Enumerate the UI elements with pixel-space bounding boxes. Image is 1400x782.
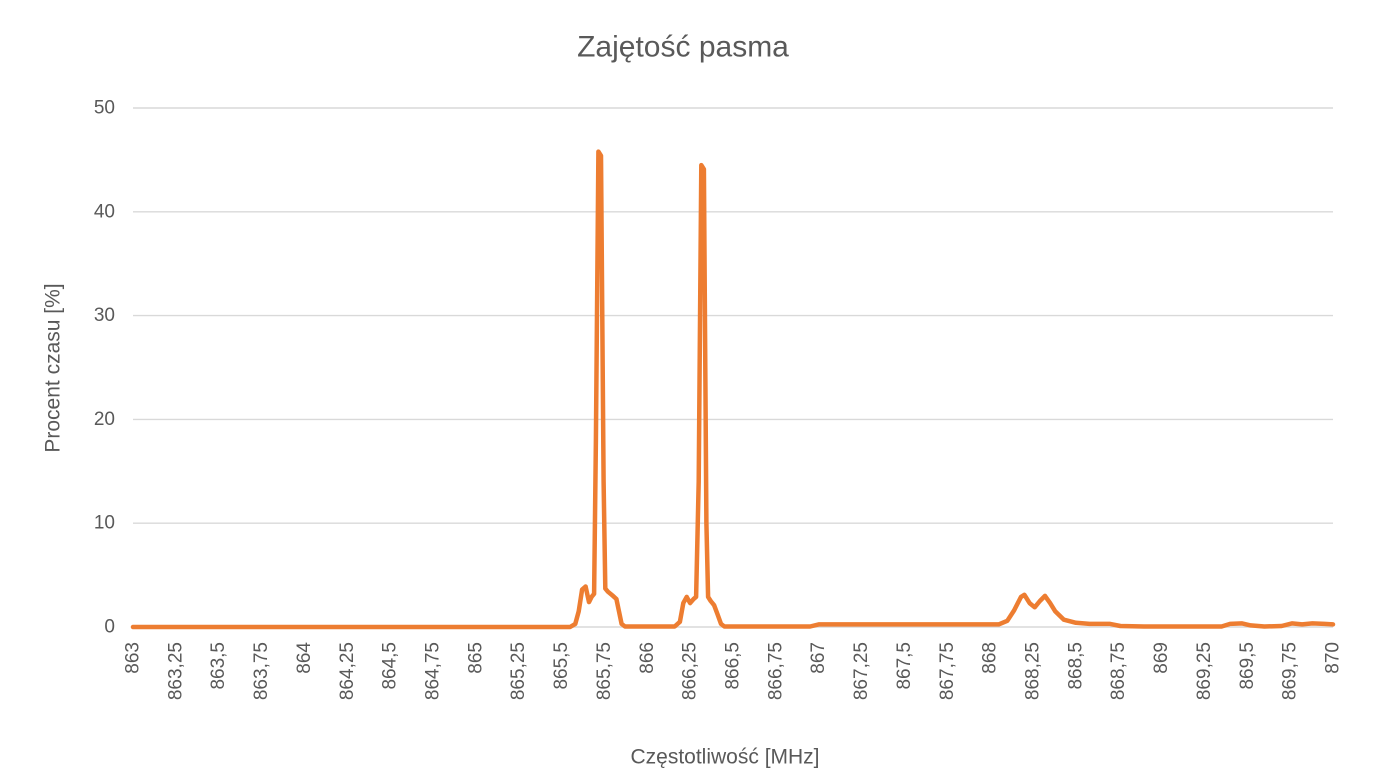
x-tick-label: 865,5 — [551, 642, 572, 690]
y-axis-title: Procent czasu [%] — [42, 283, 65, 452]
x-axis-tick-labels: 863 863,25 863,5 863,75 864 864,25 864,5 864,75… — [123, 642, 1344, 701]
x-tick-label: 867 — [808, 642, 829, 674]
occupancy-line-series — [130, 149, 1336, 630]
x-tick-label: 866,25 — [680, 642, 701, 700]
x-tick-label: 864,5 — [380, 642, 401, 690]
x-tick-label: 863,5 — [208, 642, 229, 690]
x-tick-label: 864,25 — [337, 642, 358, 700]
x-tick-label: 870 — [1323, 642, 1344, 674]
x-tick-label: 869,75 — [1280, 642, 1301, 700]
x-tick-label: 866,5 — [723, 642, 744, 690]
y-tick-label: 40 — [94, 201, 115, 222]
y-tick-label: 50 — [94, 98, 115, 119]
x-tick-label: 864 — [294, 642, 315, 674]
x-tick-label: 868,75 — [1108, 642, 1129, 700]
x-tick-label: 868 — [980, 642, 1001, 674]
y-axis-tick-labels: 0 10 20 30 40 50 — [94, 98, 115, 638]
x-tick-label: 865,25 — [508, 642, 529, 700]
y-tick-label: 30 — [94, 305, 115, 326]
x-tick-label: 863,75 — [251, 642, 272, 700]
gridlines — [133, 107, 1333, 628]
x-tick-label: 867,75 — [937, 642, 958, 700]
x-tick-label: 868,25 — [1023, 642, 1044, 700]
x-tick-label: 869,25 — [1194, 642, 1215, 700]
y-tick-label: 10 — [94, 513, 115, 534]
x-axis-title: Częstotliwość [MHz] — [630, 746, 819, 769]
x-tick-label: 866,75 — [765, 642, 786, 700]
x-tick-label: 864,75 — [423, 642, 444, 700]
x-tick-label: 869,5 — [1237, 642, 1258, 690]
y-tick-label: 0 — [104, 617, 115, 638]
x-tick-label: 867,5 — [894, 642, 915, 690]
x-tick-label: 865,75 — [594, 642, 615, 700]
x-tick-label: 866 — [637, 642, 658, 674]
x-tick-label: 868,5 — [1065, 642, 1086, 690]
y-tick-label: 20 — [94, 409, 115, 430]
x-tick-label: 863 — [123, 642, 144, 674]
chart-title: Zajętość pasma — [577, 31, 789, 64]
x-tick-label: 863,25 — [165, 642, 186, 700]
x-tick-label: 869 — [1151, 642, 1172, 674]
x-tick-label: 867,25 — [851, 642, 872, 700]
x-tick-label: 865 — [465, 642, 486, 674]
